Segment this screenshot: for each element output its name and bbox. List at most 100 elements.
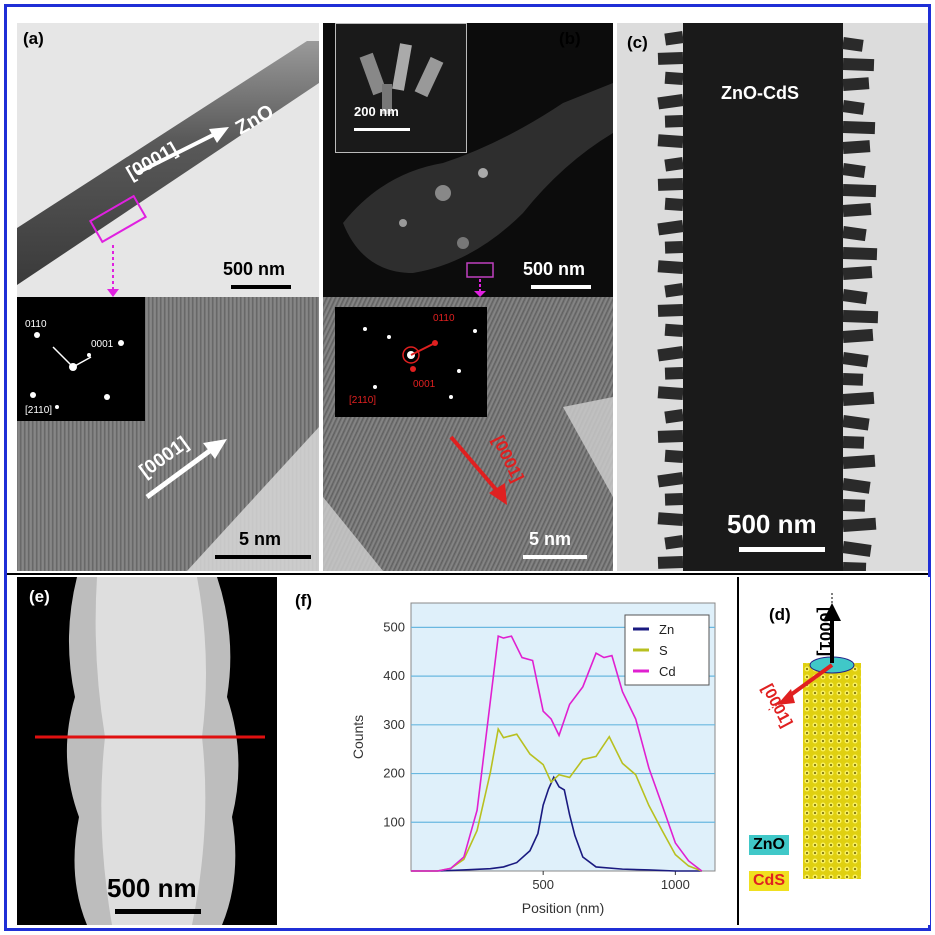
saed-label-0001: 0001 — [91, 339, 114, 350]
x-tick-label: 1000 — [661, 877, 690, 892]
saed-inset: 0110 0001 [2110] — [17, 297, 145, 421]
cds-branch — [842, 226, 867, 242]
hrtem-direction-arrow — [145, 444, 217, 500]
panel-f-chart: (f) 100 200 300 400 500 500 1000 Position (nm) C… — [281, 577, 733, 925]
x-tick-label: 500 — [532, 877, 554, 892]
scale-label: 500 nm — [107, 873, 197, 903]
scale-label: 500 nm — [727, 509, 817, 539]
inset-scale-bar — [354, 128, 410, 131]
cds-branch — [842, 478, 871, 494]
axis-side-arrow — [783, 663, 834, 701]
panel-a-tem-image — [17, 41, 319, 297]
panel-d-schematic: (d) [0001] [0001] ZnO CdS — [737, 577, 930, 925]
cds-branch — [657, 94, 684, 110]
cds-branch — [842, 352, 869, 368]
panel-c-label: (c) — [627, 33, 648, 52]
divider — [7, 573, 928, 575]
cds-branch — [657, 346, 684, 362]
cds-branch — [657, 304, 684, 317]
y-axis-label: Counts — [350, 715, 366, 759]
series-zn-line — [411, 775, 702, 872]
cds-branch — [664, 409, 684, 424]
inset-image: 200 nm — [335, 23, 467, 153]
cds-branch — [842, 184, 877, 198]
cds-branch — [842, 121, 876, 135]
hrtem-direction-arrow — [449, 435, 501, 495]
cds-branch — [664, 31, 684, 46]
cds-branch — [842, 517, 877, 532]
cds-branch — [657, 472, 684, 488]
panel-b-hrtem: 0110 0001 [2110] [0001] 5 nm — [323, 297, 613, 571]
cds-branch — [842, 37, 864, 52]
panel-e-haadf: (e) 500 nm — [17, 577, 277, 925]
cds-branch — [657, 52, 684, 65]
hrtem-scale-bar — [523, 555, 587, 559]
legend-cds: CdS — [749, 871, 789, 891]
hrtem-scale-label: 5 nm — [529, 529, 572, 549]
y-tick-label: 400 — [383, 668, 405, 683]
panel-b-label: (b) — [559, 29, 581, 48]
cds-branch — [664, 449, 684, 463]
cds-branch — [842, 328, 874, 343]
cds-branch — [842, 140, 871, 154]
legend-label-cd: Cd — [659, 664, 676, 679]
legend-label-s: S — [659, 643, 668, 658]
x-axis-label: Position (nm) — [522, 900, 604, 916]
panel-c-title: ZnO-CdS — [721, 83, 799, 103]
panel-a-hrtem: 0110 0001 [2110] [0001] 5 nm — [17, 297, 319, 571]
cds-branch — [842, 436, 865, 449]
cds-branch — [657, 386, 684, 400]
saed-label-2110: [2110] — [349, 395, 377, 406]
cds-branch — [664, 283, 684, 298]
panel-f-label: (f) — [295, 591, 312, 610]
cds-branch — [842, 289, 868, 305]
legend-label-zn: Zn — [659, 622, 674, 637]
y-tick-label: 500 — [383, 619, 405, 634]
panel-e-label: (e) — [29, 587, 50, 606]
scale-bar — [739, 547, 825, 552]
saed-label-0110: 0110 — [433, 313, 455, 324]
cds-branch — [657, 556, 684, 569]
panel-b-darkfield: 200 nm (b) 500 nm — [323, 23, 613, 297]
cds-branch — [664, 493, 684, 506]
series-cd-line — [411, 635, 703, 872]
series-s-line — [411, 726, 703, 872]
cds-shell — [803, 663, 861, 879]
cds-branch — [842, 541, 872, 557]
cds-branch — [664, 115, 684, 128]
saed-label-2110: [2110] — [25, 405, 53, 416]
saed-inset: 0110 0001 [2110] — [335, 307, 487, 417]
panel-d-label: (d) — [769, 605, 791, 624]
cds-branch — [664, 157, 684, 172]
y-tick-label: 200 — [383, 766, 405, 781]
cds-branch — [664, 241, 684, 254]
cds-branch — [842, 310, 879, 324]
cds-branch — [657, 512, 684, 526]
cds-branch — [664, 323, 684, 337]
cds-branch — [657, 220, 684, 236]
cds-branch — [842, 415, 870, 431]
zno-cds-rod — [657, 23, 879, 571]
cds-branch — [842, 163, 866, 179]
scale-label: 500 nm — [223, 259, 286, 279]
cds-branch — [842, 265, 873, 280]
cds-branch — [664, 71, 684, 85]
cds-branch — [842, 391, 875, 406]
cds-branch — [842, 562, 867, 571]
panel-c-tem: (c) ZnO-CdS 500 nm — [617, 23, 928, 571]
direction-arrow — [136, 131, 218, 175]
scale-bar — [531, 285, 591, 289]
panel-a-label: (a) — [23, 29, 44, 48]
cds-branch — [842, 454, 876, 469]
cds-branch — [842, 247, 878, 261]
scale-bar — [115, 909, 201, 914]
hrtem-scale-bar — [215, 555, 311, 559]
panel-a-tem: (a) ZnO [0001] 500 nm — [17, 23, 319, 297]
scale-label: 500 nm — [523, 259, 586, 279]
hrtem-scale-label: 5 nm — [239, 529, 282, 549]
cds-branch — [657, 260, 684, 274]
cds-branch — [842, 100, 865, 115]
cds-branch — [664, 367, 684, 380]
saed-label-0110: 0110 — [25, 319, 47, 330]
cds-branch — [657, 178, 684, 191]
